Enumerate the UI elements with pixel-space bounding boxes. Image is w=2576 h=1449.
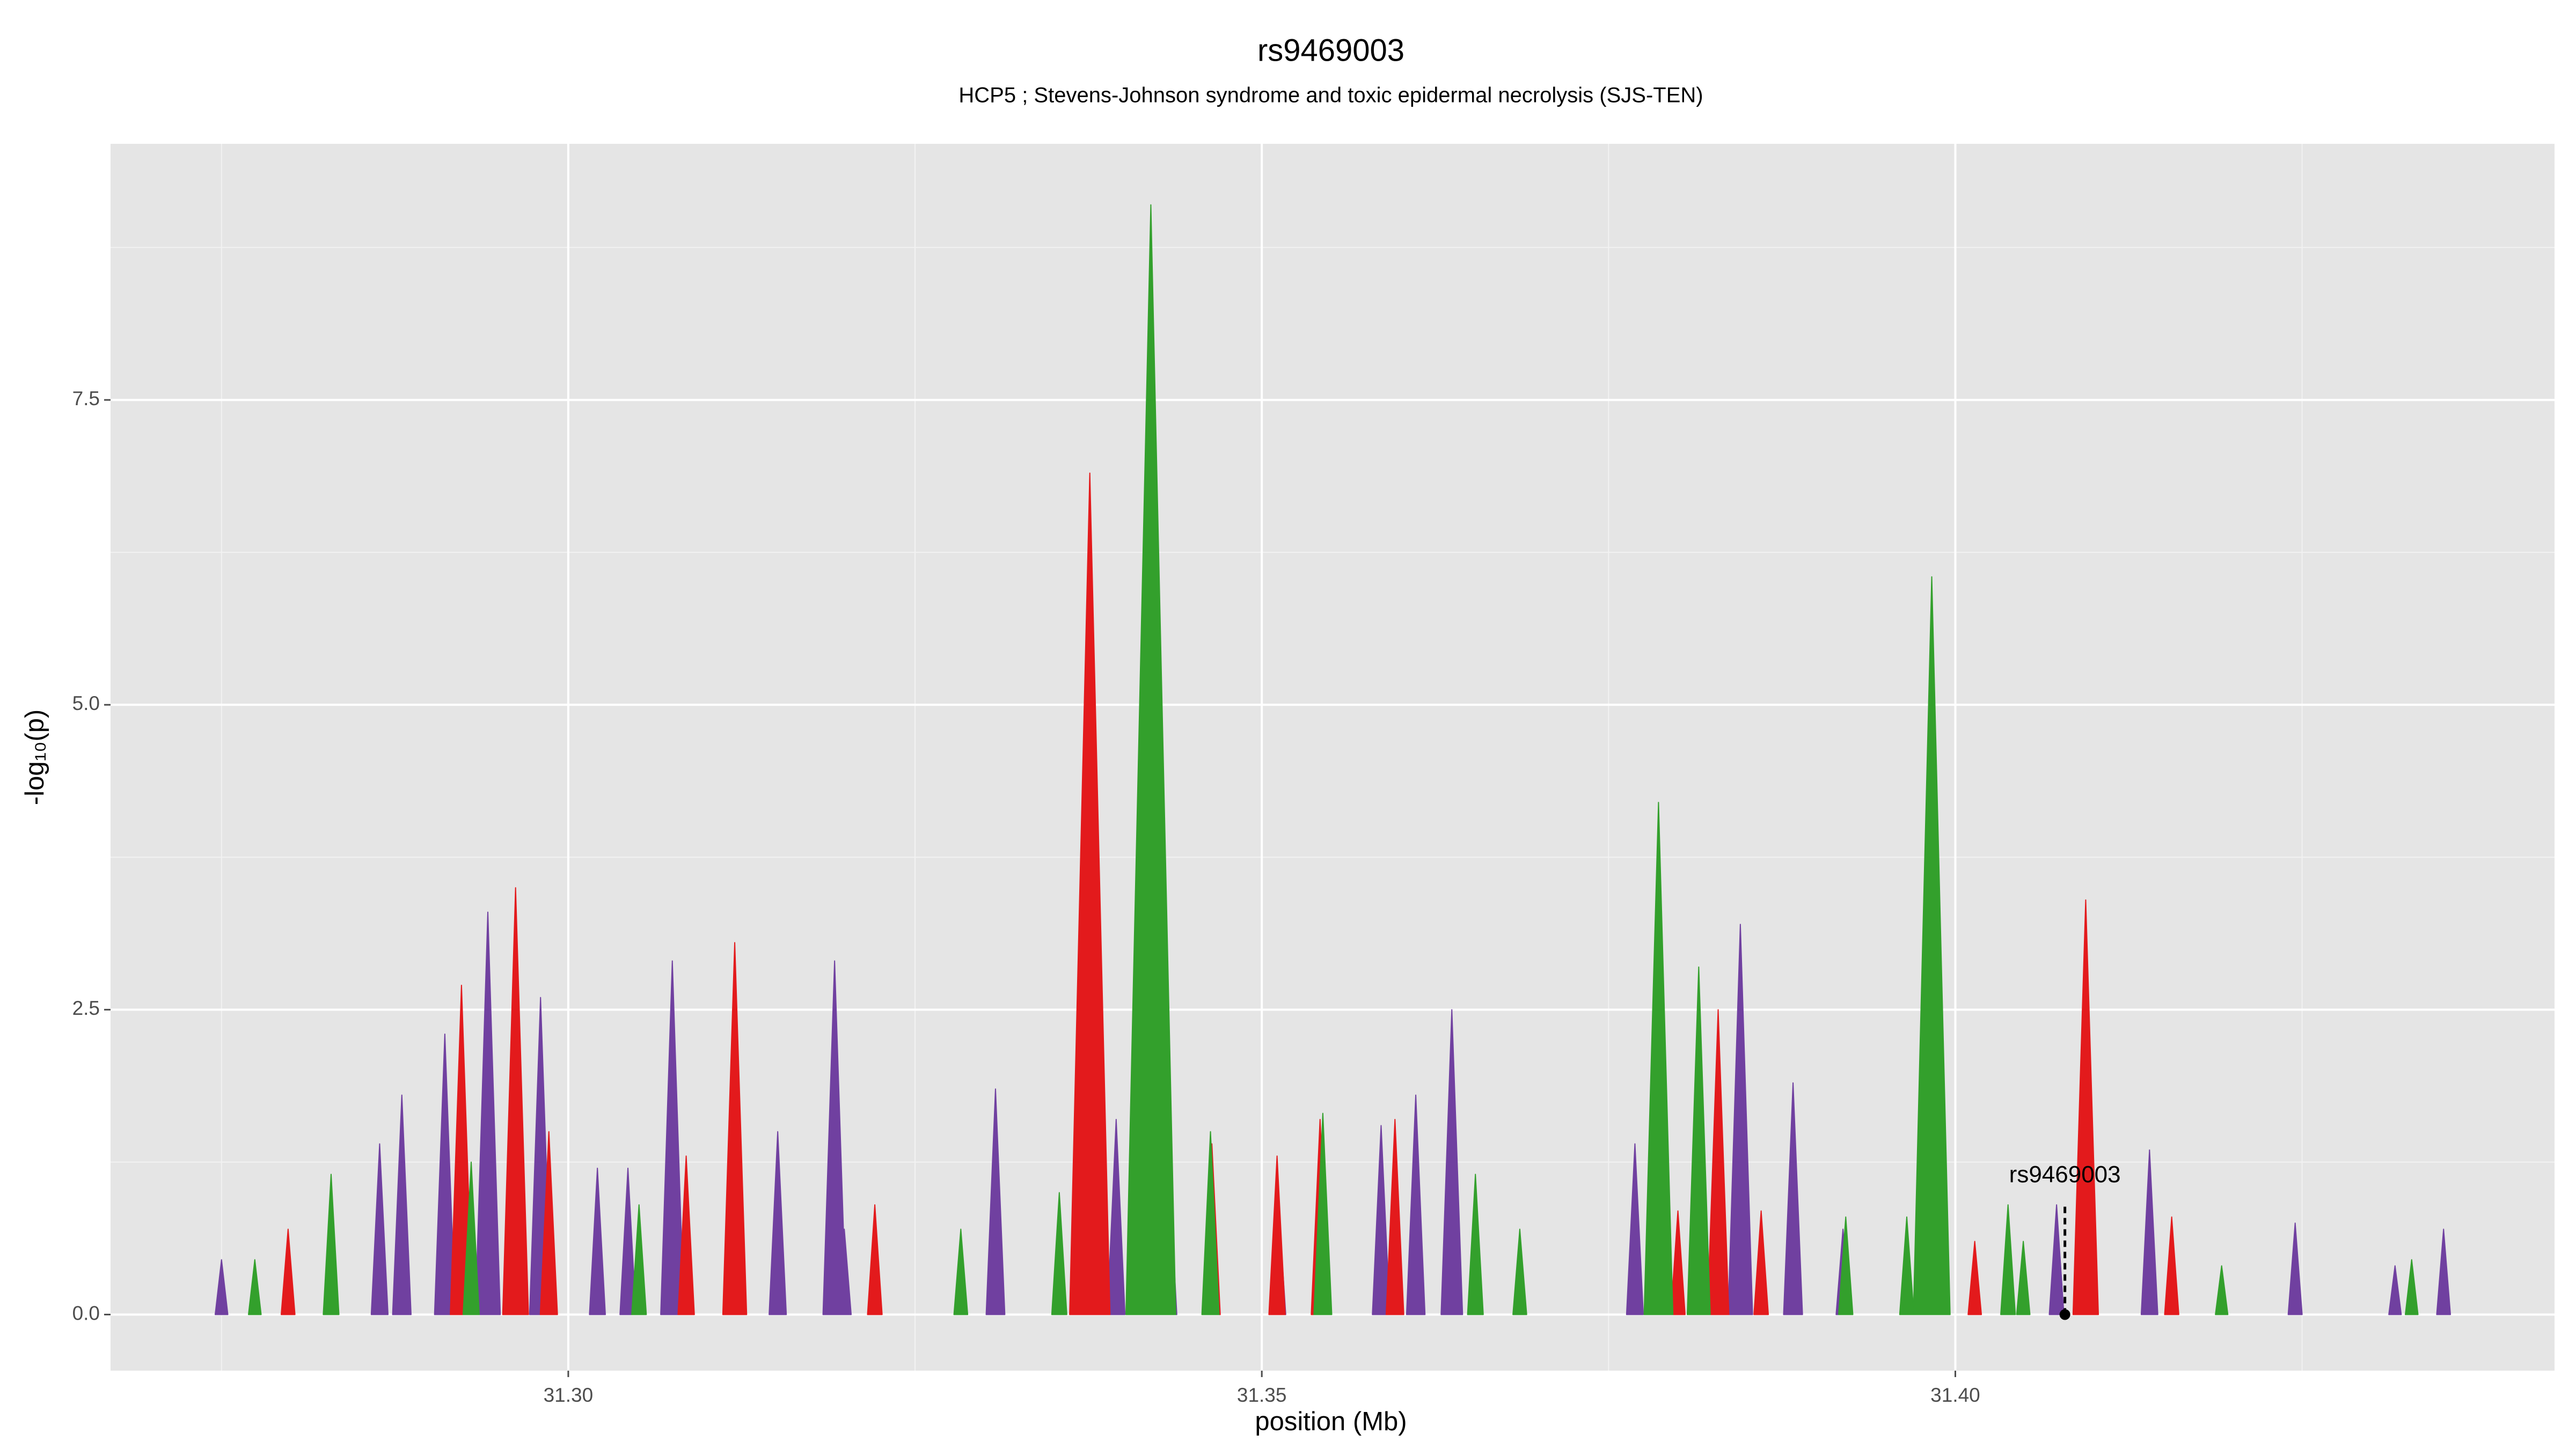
area-spike [2404,1259,2419,1315]
area-spike [281,1228,296,1315]
area-spike [1728,924,1753,1315]
area-spike [2215,1265,2229,1315]
area-spike [2140,1149,2158,1315]
area-spike [619,1167,636,1315]
area-spike [1372,1125,1391,1315]
area-spike [1913,576,1951,1315]
chart-subtitle: HCP5 ; Stevens-Johnson syndrome and toxi… [958,84,1703,107]
area-spike [1440,1009,1463,1315]
area-spike [2287,1223,2303,1315]
y-tick-label: 7.5 [72,387,100,409]
area-spike [1467,1174,1484,1315]
area-spike [1051,1192,1067,1315]
area-spike [323,1174,340,1315]
area-spike [1201,1131,1220,1315]
area-spike [985,1088,1006,1315]
area-spike [677,1155,695,1315]
x-tick-label: 31.35 [1237,1384,1287,1406]
area-spike [1512,1228,1527,1315]
area-spike [539,1131,558,1315]
area-spike [1838,1216,1854,1315]
chart-title: rs9469003 [1257,33,1404,68]
area-spike [1967,1241,1982,1315]
area-spike [1783,1082,1803,1315]
area-spike [1268,1155,1286,1315]
y-tick-label: 2.5 [72,997,100,1019]
area-spike [2016,1241,2031,1315]
area-spike [2072,899,2099,1315]
area-spike [631,1204,647,1315]
area-spike [1313,1113,1333,1315]
area-spike [722,942,748,1315]
area-spike [953,1228,969,1315]
area-spike [2000,1204,2016,1315]
area-spike [1899,1216,1915,1315]
area-spike [462,1161,480,1315]
plot-panel [111,144,2555,1371]
series [247,204,2419,1315]
area-spike [1069,472,1111,1315]
area-spike [837,1228,852,1315]
annotation-label: rs9469003 [2009,1161,2121,1188]
y-tick-label: 0.0 [72,1302,100,1324]
x-tick-label: 31.40 [1930,1384,1980,1406]
area-spike [1406,1094,1426,1315]
area-spike [434,1033,456,1315]
area-spike [867,1204,883,1315]
area-spike [214,1259,229,1315]
area-spike [589,1167,606,1315]
area-spike [1753,1210,1769,1315]
area-spike [474,911,501,1315]
area-spike [1670,1210,1686,1315]
area-spike [2048,1204,2065,1315]
area-spike [247,1259,262,1315]
area-spike [1626,1143,1644,1315]
area-spike [1707,1009,1730,1315]
area-spike [1643,802,1674,1315]
area-spike [502,887,529,1315]
area-spike [822,960,847,1315]
area-spike [660,960,685,1315]
area-spike [769,1131,787,1315]
area-spike [1107,1118,1126,1315]
area-spike [2164,1216,2179,1315]
area-spike [1125,204,1176,1315]
area-spike [370,1143,389,1315]
y-axis-label: -log₁₀(p) [20,709,49,805]
area-spike [1686,966,1711,1315]
x-tick-label: 31.30 [544,1384,594,1406]
series [214,911,2451,1315]
area-spike [392,1094,412,1315]
area-spike [1385,1118,1404,1315]
area-spike [2388,1265,2402,1315]
y-tick-label: 5.0 [72,692,100,714]
x-axis-label: position (Mb) [1255,1407,1407,1436]
area-spike [2436,1228,2451,1315]
annotation-point [2059,1309,2070,1320]
